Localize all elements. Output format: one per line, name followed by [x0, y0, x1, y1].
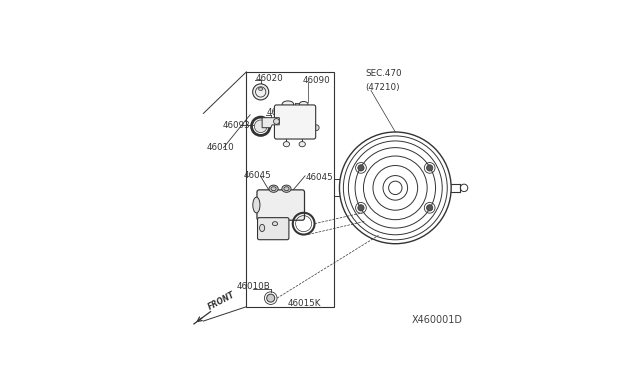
Ellipse shape [299, 142, 305, 147]
FancyBboxPatch shape [257, 218, 289, 240]
FancyBboxPatch shape [257, 190, 305, 220]
Text: 46045: 46045 [243, 171, 271, 180]
Ellipse shape [259, 87, 263, 90]
Circle shape [267, 294, 275, 302]
Text: FRONT: FRONT [207, 290, 237, 312]
Ellipse shape [269, 185, 278, 192]
Circle shape [254, 120, 267, 132]
Ellipse shape [260, 224, 265, 231]
Ellipse shape [282, 101, 294, 107]
Circle shape [273, 119, 279, 124]
Circle shape [358, 205, 364, 211]
Circle shape [426, 205, 433, 211]
Text: 46045: 46045 [306, 173, 333, 182]
Ellipse shape [314, 125, 319, 131]
Ellipse shape [273, 222, 278, 226]
FancyBboxPatch shape [275, 105, 316, 139]
Text: 46015K: 46015K [287, 299, 321, 308]
Text: 46010: 46010 [206, 143, 234, 152]
Text: (47210): (47210) [365, 83, 400, 92]
Ellipse shape [284, 187, 289, 191]
Ellipse shape [284, 142, 290, 147]
Text: 46093: 46093 [223, 121, 250, 130]
Circle shape [426, 165, 433, 171]
Text: 46048: 46048 [267, 108, 295, 117]
Ellipse shape [282, 185, 291, 192]
Ellipse shape [300, 102, 308, 107]
Text: 46010B: 46010B [237, 282, 271, 291]
Ellipse shape [271, 187, 276, 191]
Ellipse shape [253, 197, 260, 213]
Circle shape [358, 165, 364, 171]
Text: 46090: 46090 [303, 76, 330, 85]
Text: 46020: 46020 [255, 74, 284, 83]
Circle shape [253, 84, 269, 100]
Text: SEC.470: SEC.470 [365, 69, 402, 78]
Bar [246, 72, 333, 307]
Text: X460001D: X460001D [412, 315, 463, 325]
Polygon shape [262, 118, 279, 128]
